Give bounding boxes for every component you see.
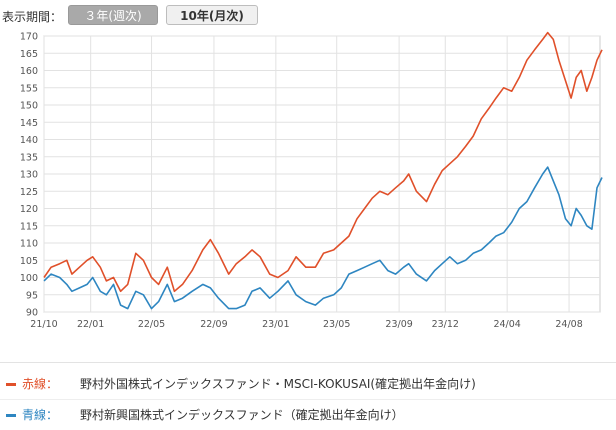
x-tick-label: 22/01 [77,319,104,330]
y-tick-label: 120 [20,204,38,215]
price-chart: 90 95 100 105 110 115 120 125 130 135 140 145 150 155… [20,31,603,331]
legend-swatch-blue [6,414,16,417]
period-selector: 表示期間： ３年(週次) 10年(月次) [0,0,616,30]
x-tick-label: 24/08 [555,319,582,330]
x-tick-label: 21/10 [30,319,57,330]
x-tick-label: 22/05 [138,319,165,330]
series-line-red [43,31,603,293]
x-tick-label: 23/12 [432,319,459,330]
legend-swatch-red [6,383,16,386]
y-tick-label: 130 [20,170,38,181]
y-tick-label: 145 [20,118,38,129]
legend-key-blue: 青線： [22,408,59,422]
legend-name-red: 野村外国株式インデックスファンド・MSCI-KOKUSAI(確定拠出年金向け) [80,377,476,391]
y-tick-label: 105 [20,256,38,267]
y-tick-label: 90 [26,308,38,319]
legend-key-red: 赤線： [22,377,59,391]
period-label: 表示期間： [2,10,63,24]
chart-axes: 90 95 100 105 110 115 120 125 130 135 140 145 150 155… [20,32,583,331]
y-tick-label: 170 [20,32,38,43]
y-tick-label: 125 [20,187,38,198]
x-tick-label: 22/09 [200,319,227,330]
y-tick-label: 165 [20,49,38,60]
period-3y-weekly-button[interactable]: ３年(週次) [68,5,158,25]
x-tick-label: 24/04 [493,319,520,330]
x-tick-label: 23/05 [323,319,350,330]
chart-legend: 赤線： 野村外国株式インデックスファンド・MSCI-KOKUSAI(確定拠出年金… [0,362,616,422]
legend-name-blue: 野村新興国株式インデックスファンド（確定拠出年金向け） [80,408,404,422]
chart-series [43,31,603,310]
y-tick-label: 140 [20,135,38,146]
y-tick-label: 155 [20,83,38,94]
y-tick-label: 95 [26,290,38,301]
y-tick-label: 115 [20,221,38,232]
legend-item-red: 赤線： 野村外国株式インデックスファンド・MSCI-KOKUSAI(確定拠出年金… [0,369,616,399]
x-tick-label: 23/01 [262,319,289,330]
y-tick-label: 150 [20,101,38,112]
y-tick-label: 135 [20,152,38,163]
x-tick-label: 23/09 [385,319,412,330]
period-10y-monthly-button[interactable]: 10年(月次) [166,5,258,25]
y-tick-label: 160 [20,66,38,77]
legend-item-blue: 青線： 野村新興国株式インデックスファンド（確定拠出年金向け） [0,399,616,430]
chart-grid [43,35,601,313]
series-line-blue [43,166,603,310]
y-tick-label: 110 [20,239,38,250]
y-tick-label: 100 [20,273,38,284]
